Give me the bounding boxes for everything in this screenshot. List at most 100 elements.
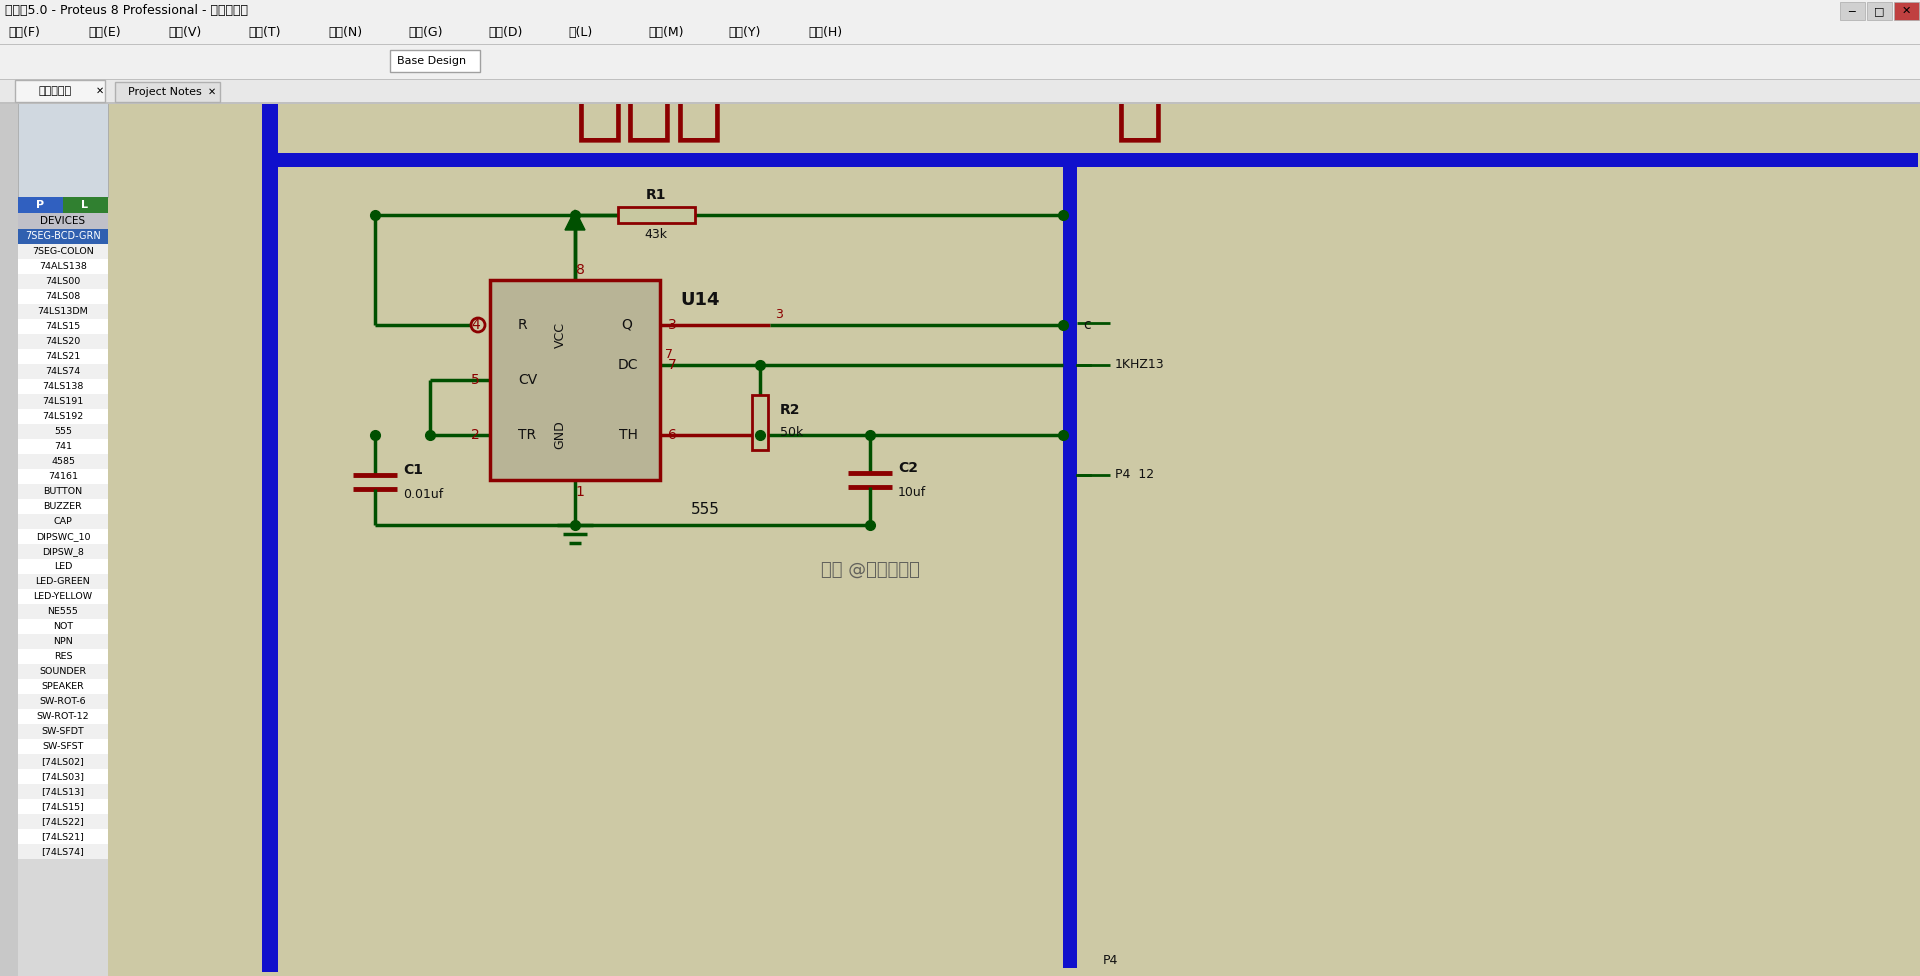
Text: 调试(D): 调试(D) bbox=[488, 26, 522, 39]
Bar bbox=[17, 102, 108, 197]
Text: 10uf: 10uf bbox=[899, 486, 925, 500]
Bar bbox=[17, 304, 108, 319]
Text: RES: RES bbox=[54, 652, 73, 661]
Text: LED-YELLOW: LED-YELLOW bbox=[33, 592, 92, 601]
Bar bbox=[278, 167, 1064, 968]
Bar bbox=[17, 319, 108, 334]
Text: 74LS191: 74LS191 bbox=[42, 397, 84, 406]
Text: 74LS138: 74LS138 bbox=[42, 382, 84, 391]
Text: 74LS13DM: 74LS13DM bbox=[38, 307, 88, 316]
Bar bbox=[17, 409, 108, 424]
Text: SPEAKER: SPEAKER bbox=[42, 682, 84, 691]
Text: VCC: VCC bbox=[553, 322, 566, 348]
Bar bbox=[17, 274, 108, 289]
Bar bbox=[0, 22, 1920, 44]
Text: [74LS74]: [74LS74] bbox=[42, 847, 84, 856]
Bar bbox=[17, 514, 108, 529]
Bar bbox=[0, 80, 1920, 102]
Bar bbox=[17, 529, 108, 544]
Text: 74LS20: 74LS20 bbox=[46, 337, 81, 346]
Bar bbox=[17, 634, 108, 649]
Bar bbox=[17, 439, 108, 454]
Text: 74LS15: 74LS15 bbox=[46, 322, 81, 331]
Text: TR: TR bbox=[518, 428, 536, 442]
Text: [74LS21]: [74LS21] bbox=[42, 832, 84, 841]
Bar bbox=[17, 574, 108, 589]
Text: R1: R1 bbox=[645, 188, 666, 202]
Text: 3: 3 bbox=[668, 318, 676, 332]
Text: 5: 5 bbox=[470, 373, 480, 387]
Bar bbox=[618, 207, 695, 223]
Bar bbox=[17, 544, 108, 559]
Text: LED: LED bbox=[54, 562, 73, 571]
Text: L: L bbox=[81, 200, 88, 210]
Bar bbox=[1866, 2, 1891, 20]
Bar bbox=[17, 739, 108, 754]
Text: 3: 3 bbox=[776, 308, 783, 321]
Bar bbox=[63, 197, 108, 213]
Bar bbox=[753, 395, 768, 450]
Text: 2: 2 bbox=[470, 428, 480, 442]
Bar bbox=[1064, 153, 1077, 968]
Text: □: □ bbox=[1874, 6, 1884, 16]
Bar bbox=[17, 754, 108, 769]
Text: DEVICES: DEVICES bbox=[40, 216, 86, 226]
Bar bbox=[17, 799, 108, 814]
Polygon shape bbox=[564, 210, 586, 230]
Bar bbox=[115, 82, 221, 102]
Bar bbox=[17, 829, 108, 844]
Bar bbox=[17, 679, 108, 694]
Text: 74LS00: 74LS00 bbox=[46, 277, 81, 286]
Text: 43k: 43k bbox=[645, 228, 668, 241]
Text: 7SEG-COLON: 7SEG-COLON bbox=[33, 247, 94, 256]
Text: SW-SFST: SW-SFST bbox=[42, 742, 84, 751]
Text: LED-GREEN: LED-GREEN bbox=[36, 577, 90, 586]
Text: 4585: 4585 bbox=[52, 457, 75, 466]
Text: 6: 6 bbox=[668, 428, 678, 442]
Bar bbox=[17, 709, 108, 724]
Text: 4: 4 bbox=[470, 318, 480, 332]
Bar bbox=[17, 589, 108, 604]
Bar bbox=[17, 349, 108, 364]
Text: 555: 555 bbox=[691, 503, 720, 517]
Bar bbox=[17, 664, 108, 679]
Bar bbox=[1077, 167, 1918, 968]
Text: SW-SFDT: SW-SFDT bbox=[42, 727, 84, 736]
Bar bbox=[1893, 2, 1918, 20]
Bar bbox=[0, 102, 1920, 104]
Text: [74LS22]: [74LS22] bbox=[42, 817, 84, 826]
Text: 7: 7 bbox=[668, 358, 676, 372]
Text: NOT: NOT bbox=[54, 622, 73, 631]
Bar bbox=[17, 619, 108, 634]
Text: BUZZER: BUZZER bbox=[44, 502, 83, 511]
Text: 系统(Y): 系统(Y) bbox=[728, 26, 760, 39]
Text: 编辑(E): 编辑(E) bbox=[88, 26, 121, 39]
Text: 原理图绘制: 原理图绘制 bbox=[38, 86, 71, 96]
Text: BUTTON: BUTTON bbox=[44, 487, 83, 496]
Text: 知乎 @晚上做饿梦: 知乎 @晚上做饿梦 bbox=[820, 561, 920, 579]
Bar bbox=[17, 454, 108, 469]
Bar bbox=[17, 394, 108, 409]
Text: SOUNDER: SOUNDER bbox=[40, 667, 86, 676]
Bar bbox=[278, 153, 1918, 167]
Text: 大作列5.0 - Proteus 8 Professional - 原理图绘制: 大作列5.0 - Proteus 8 Professional - 原理图绘制 bbox=[6, 5, 248, 18]
Bar bbox=[17, 424, 108, 439]
Bar bbox=[0, 44, 1920, 45]
Text: Project Notes: Project Notes bbox=[129, 87, 202, 97]
Bar bbox=[17, 289, 108, 304]
Text: R2: R2 bbox=[780, 403, 801, 417]
Bar bbox=[17, 604, 108, 619]
Bar bbox=[17, 469, 108, 484]
Text: 74LS08: 74LS08 bbox=[46, 292, 81, 301]
Text: [74LS03]: [74LS03] bbox=[42, 772, 84, 781]
Bar bbox=[0, 102, 108, 976]
Text: TH: TH bbox=[618, 428, 637, 442]
Text: R: R bbox=[518, 318, 528, 332]
Text: SW-ROT-12: SW-ROT-12 bbox=[36, 712, 90, 721]
Text: DC: DC bbox=[618, 358, 637, 372]
Text: Q: Q bbox=[622, 318, 632, 332]
Bar bbox=[0, 0, 1920, 22]
Bar bbox=[17, 364, 108, 379]
Text: 7: 7 bbox=[664, 348, 674, 361]
Text: 文件(F): 文件(F) bbox=[8, 26, 40, 39]
